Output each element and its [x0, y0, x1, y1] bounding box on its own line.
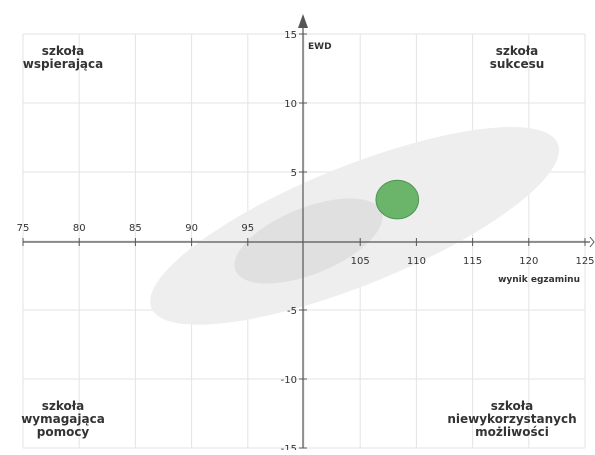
quadrant-label-line: szkoła	[41, 44, 85, 58]
quadrant-label-line: szkoła	[41, 399, 85, 413]
quadrant-label-line: wymagająca	[21, 412, 105, 426]
x-tick-label: 80	[73, 223, 86, 234]
quadrant-label-supporting: szkoła wspierająca	[8, 45, 118, 71]
quadrant-label-line: szkoła	[490, 399, 534, 413]
y-tick-label: 5	[291, 168, 297, 179]
x-axis-label: wynik egzaminu	[498, 275, 580, 285]
x-tick-label: 85	[129, 223, 142, 234]
confidence-ellipse	[234, 198, 383, 284]
y-tick-label: -10	[281, 375, 297, 386]
quadrant-label-line: szkoła	[495, 44, 539, 58]
quadrant-label-line: sukcesu	[489, 57, 545, 71]
quadrant-label-success: szkoła sukcesu	[462, 45, 572, 71]
x-tick-label: 120	[519, 256, 538, 267]
y-tick-label: -15	[281, 444, 297, 450]
school-result-ellipse	[375, 179, 420, 220]
axes	[22, 14, 595, 449]
x-axis-arrow	[589, 236, 595, 248]
x-tick-label: 105	[351, 256, 370, 267]
quadrant-label-line: pomocy	[36, 425, 90, 439]
y-axis-arrow	[298, 14, 308, 28]
quadrant-label-needs-help: szkoła wymagająca pomocy	[8, 400, 118, 439]
y-tick-label: 15	[284, 30, 297, 41]
x-tick-label: 125	[575, 256, 594, 267]
quadrant-label-unused-potential: szkoła niewykorzystanych możliwości	[432, 400, 592, 439]
x-tick-label: 110	[407, 256, 426, 267]
y-tick-label: 10	[284, 99, 297, 110]
x-tick-label: 115	[463, 256, 482, 267]
ellipse-layer	[150, 126, 560, 325]
y-tick-label: -5	[287, 306, 297, 317]
x-tick-label: 95	[241, 223, 254, 234]
quadrant-label-line: wspierająca	[22, 57, 104, 71]
x-tick-label: 75	[17, 223, 30, 234]
x-tick-label: 90	[185, 223, 198, 234]
y-axis-label: EWD	[308, 42, 332, 52]
quadrant-label-line: możliwości	[475, 425, 549, 439]
quadrant-label-line: niewykorzystanych	[447, 412, 577, 426]
